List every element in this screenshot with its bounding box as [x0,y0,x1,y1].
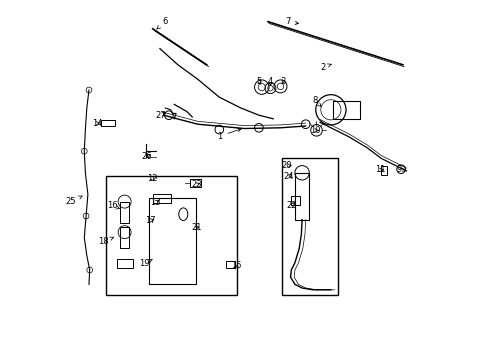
Text: 9: 9 [396,166,405,175]
Bar [226,261,235,268]
Bar [381,166,386,175]
Text: 11: 11 [374,166,385,175]
Bar [101,120,115,126]
Text: 13: 13 [150,198,161,207]
Text: 6: 6 [157,17,168,29]
Circle shape [83,213,89,219]
Text: 2: 2 [320,63,330,72]
Text: 14: 14 [92,119,102,128]
Bar [149,198,196,284]
Bar [332,101,359,119]
Bar [120,202,129,223]
Text: 27: 27 [155,111,166,120]
Text: 16: 16 [106,202,120,210]
Text: 23: 23 [191,180,202,189]
Circle shape [81,148,87,154]
Text: 25: 25 [65,196,82,206]
Bar [106,176,237,295]
Bar [117,259,133,268]
Text: 26: 26 [141,152,152,161]
Text: 20: 20 [281,161,292,170]
Text: 15: 15 [230,261,241,270]
Circle shape [87,267,92,273]
Text: 3: 3 [280,77,285,86]
Text: 19: 19 [139,259,152,268]
Text: 4: 4 [267,77,272,86]
Text: 18: 18 [98,237,114,247]
Bar [189,179,200,187]
Text: 17: 17 [144,216,155,225]
Text: 1: 1 [217,129,241,141]
Text: 24: 24 [283,172,293,181]
Text: 22: 22 [286,202,297,210]
Circle shape [86,87,92,93]
Bar [282,158,337,295]
Bar [294,173,309,220]
Bar [152,194,170,203]
Text: 7: 7 [285,17,298,26]
Text: 21: 21 [191,223,202,232]
Text: 8: 8 [311,96,321,106]
Text: 5: 5 [256,77,261,86]
Bar [290,196,299,205]
Bar [120,227,129,248]
Text: 10: 10 [310,126,321,135]
Text: 12: 12 [146,174,157,183]
